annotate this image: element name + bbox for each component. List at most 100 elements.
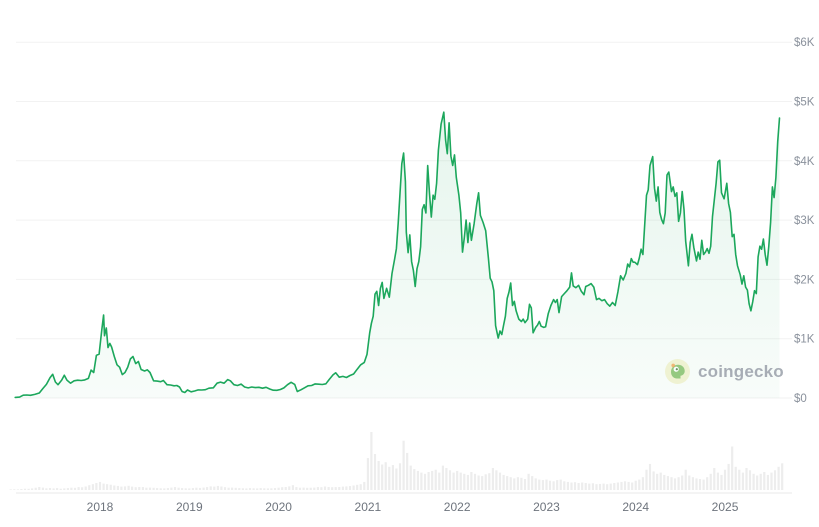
- volume-bar: [109, 484, 112, 490]
- volume-bar: [273, 488, 277, 490]
- coingecko-watermark[interactable]: coingecko: [664, 358, 784, 385]
- volume-bar: [252, 488, 255, 490]
- volume-bar: [256, 488, 259, 490]
- volume-bar: [473, 473, 477, 490]
- volume-bar: [566, 481, 569, 490]
- volume-bar: [738, 469, 741, 490]
- x-axis-tick-label: 2023: [533, 500, 560, 514]
- volume-bar: [416, 470, 419, 490]
- volume-bar: [195, 487, 198, 490]
- volume-bar: [598, 483, 602, 490]
- volume-bar: [563, 481, 566, 490]
- volume-bar: [681, 475, 684, 490]
- volume-bar: [520, 477, 523, 490]
- volume-bar: [148, 487, 152, 490]
- volume-bar: [477, 475, 480, 490]
- volume-bar: [113, 485, 116, 490]
- volume-bar: [391, 465, 394, 490]
- x-axis-tick-label: 2019: [176, 500, 203, 514]
- volume-bar: [59, 488, 62, 490]
- volume-bar: [291, 485, 294, 490]
- volume-bar: [531, 476, 534, 490]
- volume-bar: [502, 474, 505, 490]
- volume-bar: [559, 479, 562, 490]
- volume-bar: [752, 473, 755, 490]
- x-axis-tick-label: 2022: [444, 500, 471, 514]
- volume-bar: [748, 470, 752, 490]
- volume-bar: [27, 488, 30, 490]
- volume-bar: [370, 432, 373, 490]
- volume-bar: [588, 483, 591, 490]
- y-axis-labels: $6K $5K $4K $3K $2K $1K $0: [794, 37, 815, 405]
- volume-bar: [731, 446, 734, 490]
- volume-bar: [16, 489, 19, 490]
- volume-bar: [206, 487, 209, 490]
- volume-bar: [745, 468, 748, 490]
- volume-bar: [91, 484, 94, 490]
- volume-bar: [138, 487, 141, 490]
- volume-bar: [384, 462, 387, 490]
- volume-bar: [613, 483, 616, 490]
- volume-bar: [134, 487, 137, 490]
- volume-bar: [702, 479, 705, 490]
- volume-bar: [438, 472, 441, 490]
- volume-bar: [402, 440, 405, 490]
- volume-bar: [556, 480, 559, 490]
- volume-bar: [516, 477, 519, 490]
- volume-bar: [552, 481, 555, 490]
- volume-bar: [773, 470, 777, 490]
- volume-bar: [698, 479, 702, 490]
- volume-bar: [177, 487, 180, 490]
- volume-bar: [131, 486, 134, 490]
- volume-bar: [763, 472, 766, 490]
- volume-bar: [452, 472, 455, 490]
- volume-bar: [570, 482, 573, 490]
- volume-bar: [81, 487, 84, 490]
- volume-bar: [409, 465, 412, 490]
- volume-bar: [623, 481, 627, 490]
- volume-bar: [616, 482, 619, 490]
- volume-bar: [706, 477, 709, 490]
- volume-bar: [645, 469, 648, 490]
- volume-bar: [220, 486, 223, 490]
- volume-bar: [145, 487, 148, 490]
- volume-bar: [527, 473, 530, 490]
- volume-bar: [441, 465, 444, 490]
- volume-bar: [638, 479, 641, 490]
- volume-bar: [123, 486, 127, 490]
- volume-bar: [338, 487, 341, 490]
- volume-bar: [488, 473, 491, 490]
- volume-bar: [173, 487, 177, 490]
- price-area-path: [15, 112, 780, 398]
- volume-bar: [648, 463, 652, 490]
- volume-bar: [541, 480, 544, 490]
- price-line: [14, 111, 781, 399]
- volume-bar: [348, 486, 352, 490]
- volume-bar: [181, 488, 184, 490]
- volume-bar: [413, 469, 416, 490]
- volume-bar: [284, 487, 287, 490]
- volume-bar: [709, 473, 712, 490]
- volume-bar: [227, 487, 230, 490]
- volume-bar: [695, 478, 698, 490]
- volume-bar: [756, 475, 759, 490]
- y-axis-tick-label: $6K: [794, 37, 815, 49]
- volume-bar: [120, 486, 123, 490]
- y-axis-tick-label: $4K: [794, 156, 815, 168]
- volume-bar: [538, 479, 541, 490]
- volume-bar: [259, 488, 262, 490]
- volume-bar: [523, 479, 527, 490]
- volume-bar: [591, 483, 594, 490]
- volume-bar: [98, 481, 102, 490]
- volume-bar: [216, 485, 219, 490]
- volume-bar: [323, 486, 327, 490]
- volume-bar: [116, 485, 119, 490]
- volume-bar: [606, 484, 609, 490]
- y-axis-tick-label: $5K: [794, 97, 815, 109]
- volume-bar: [352, 485, 355, 490]
- volume-bar: [56, 488, 59, 490]
- volume-bar: [573, 482, 577, 490]
- volume-bar: [70, 487, 73, 490]
- volume-bar: [459, 472, 462, 490]
